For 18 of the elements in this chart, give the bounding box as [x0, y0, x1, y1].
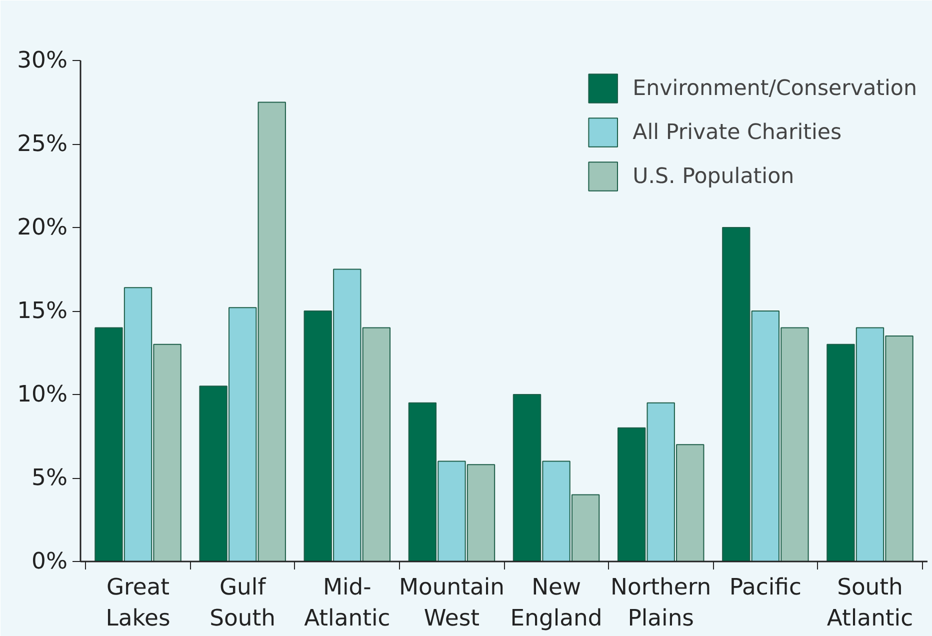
y-tick-label: 30%: [17, 48, 68, 74]
y-tick-label: 5%: [32, 465, 68, 491]
y-tick-label: 10%: [17, 382, 68, 408]
x-tick-label: Mid-Atlantic: [304, 574, 390, 632]
y-tick-label: 20%: [17, 214, 68, 240]
y-tick-label: 15%: [17, 298, 68, 324]
x-tick-label: Great Lakes: [106, 574, 170, 632]
x-tick-label: Gulf South: [210, 574, 276, 632]
legend-label: All Private Charities: [632, 120, 842, 144]
x-tick-label: Mountain West: [398, 574, 505, 632]
legend-label: Environment/Conservation: [632, 76, 917, 100]
y-tick-label: 25%: [17, 131, 68, 157]
x-tick-label: South Atlantic: [826, 574, 914, 632]
y-tick-label: 0%: [32, 548, 68, 574]
legend-label: U.S. Population: [632, 164, 794, 188]
x-tick-label: New England: [510, 574, 602, 632]
x-tick-label: Northern Plains: [610, 574, 712, 632]
x-tick-label: Pacific: [729, 574, 802, 600]
